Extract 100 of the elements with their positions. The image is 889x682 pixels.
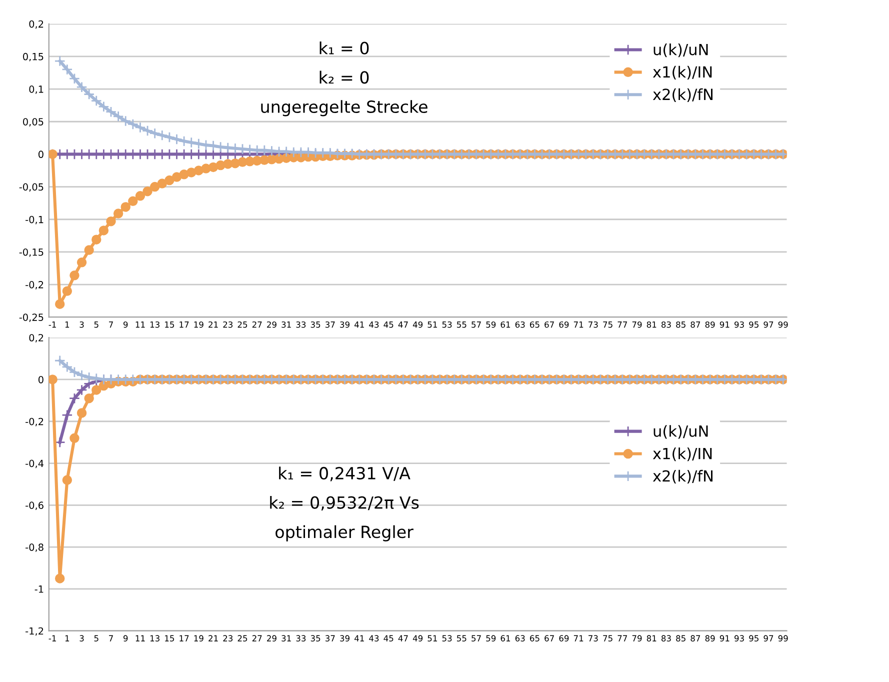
x-tick-label: 35: [310, 321, 320, 328]
x-tick-label: 29: [267, 321, 276, 328]
y-tick-label: -0,25: [19, 314, 44, 322]
x-tick-label: 71: [574, 322, 584, 328]
x-tick-label: 95: [749, 635, 758, 642]
legend-label: u(k)/uN: [654, 43, 708, 58]
x-tick-label: 37: [325, 321, 335, 328]
y-tick-label: 0: [38, 376, 44, 384]
annotation: ungeregelte Strecke: [261, 100, 428, 116]
x-tick-label: 61: [500, 635, 510, 642]
x-tick-label: 99: [778, 321, 788, 328]
x-tick-label: 25: [238, 321, 248, 328]
x-tick-label: 53: [442, 635, 452, 642]
x-tick-label: 81: [646, 635, 656, 642]
legend-label: x1(k)/IN: [652, 448, 712, 462]
x-tick-label: 1: [65, 635, 70, 642]
y-tick-label: 0,1: [29, 86, 44, 94]
x-tick-label: 85: [676, 635, 686, 642]
x-tick-label: 13: [150, 321, 160, 328]
x-tick-label: 87: [690, 321, 700, 328]
y-tick-label: 0,2: [29, 334, 44, 342]
x-tick-label: 77: [618, 635, 627, 642]
x-tick-label: 17: [180, 635, 189, 642]
x-tick-label: -1: [48, 322, 56, 328]
annotation: k₁ = 0,2431 V/A: [279, 466, 410, 482]
annotation: optimaler Regler: [276, 525, 414, 542]
x-tick-label: 51: [428, 322, 437, 328]
x-tick-label: 71: [574, 635, 584, 642]
x-tick-label: 67: [544, 321, 554, 328]
x-tick-label: 1: [65, 322, 70, 328]
x-tick-label: 43: [369, 635, 379, 642]
x-tick-label: 83: [661, 321, 671, 328]
annotation: k₁ = 0: [320, 41, 369, 54]
x-tick-label: 13: [150, 635, 160, 642]
x-tick-label: 63: [515, 321, 525, 328]
x-tick-label: 27: [252, 321, 262, 328]
x-tick-label: 57: [472, 635, 481, 642]
x-tick-label: 33: [296, 321, 306, 328]
x-tick-label: 41: [354, 322, 364, 328]
x-tick-label: 77: [618, 322, 627, 328]
x-tick-label: 35: [310, 635, 320, 642]
y-tick-label: -0,2: [26, 418, 44, 426]
x-tick-label: 11: [136, 635, 145, 642]
x-tick-label: 17: [180, 322, 189, 328]
annotation: k₂ = 0: [320, 70, 369, 84]
x-tick-label: 53: [442, 321, 452, 328]
x-tick-label: 57: [472, 322, 481, 328]
y-tick-label: -0,1: [26, 216, 44, 224]
x-tick-label: 3: [80, 635, 84, 642]
x-tick-label: 47: [398, 322, 408, 328]
x-tick-label: 47: [398, 635, 408, 642]
x-tick-label: 9: [123, 635, 128, 642]
x-tick-label: 3: [80, 321, 84, 328]
x-tick-label: 83: [661, 635, 671, 642]
x-tick-label: 33: [296, 635, 306, 642]
x-tick-label: 79: [632, 321, 642, 328]
x-tick-label: 55: [457, 635, 466, 642]
x-tick-label: 89: [705, 635, 715, 642]
x-tick-label: 9: [123, 321, 128, 328]
x-tick-label: 5: [94, 635, 98, 642]
x-tick-label: 11: [136, 322, 145, 328]
x-tick-label: 65: [530, 635, 540, 642]
legend-label: u(k)/uN: [654, 425, 708, 439]
x-tick-label: 43: [369, 321, 379, 328]
x-tick-label: 39: [340, 321, 350, 328]
x-tick-label: 95: [749, 321, 758, 328]
x-tick-label: 25: [238, 635, 248, 642]
y-tick-label: -0,6: [26, 502, 44, 510]
x-tick-label: 97: [764, 321, 774, 328]
x-tick-label: 65: [530, 321, 540, 328]
x-tick-label: 7: [109, 635, 113, 642]
x-tick-label: 31: [282, 321, 291, 328]
x-tick-label: 15: [165, 322, 174, 328]
x-tick-label: 21: [208, 321, 218, 328]
x-tick-label: 63: [515, 635, 525, 642]
x-tick-label: 51: [428, 635, 437, 642]
x-tick-label: 21: [208, 635, 218, 642]
x-tick-label: 91: [720, 321, 730, 328]
x-tick-label: 23: [223, 321, 233, 328]
x-tick-label: 75: [603, 322, 612, 328]
y-tick-label: -0,15: [19, 248, 44, 257]
x-tick-label: 31: [282, 635, 291, 642]
x-tick-label: 69: [559, 635, 569, 642]
x-tick-label: 27: [252, 635, 262, 642]
x-tick-label: 55: [457, 322, 466, 328]
legend-label: x1(k)/IN: [652, 66, 712, 80]
x-tick-label: 81: [646, 321, 656, 328]
x-tick-label: 41: [354, 635, 364, 642]
x-tick-label: 59: [486, 635, 496, 642]
x-tick-label: 37: [325, 635, 335, 642]
x-tick-label: 59: [486, 321, 496, 328]
x-tick-label: 29: [267, 635, 276, 642]
y-tick-label: 0,05: [23, 118, 44, 126]
x-tick-label: 45: [384, 635, 394, 642]
x-tick-label: 19: [194, 321, 204, 328]
y-tick-label: 0: [38, 150, 44, 158]
x-tick-label: 49: [412, 635, 423, 642]
y-tick-label: 0,15: [23, 52, 44, 62]
x-tick-label: 67: [544, 635, 554, 642]
x-tick-label: 5: [94, 322, 98, 328]
